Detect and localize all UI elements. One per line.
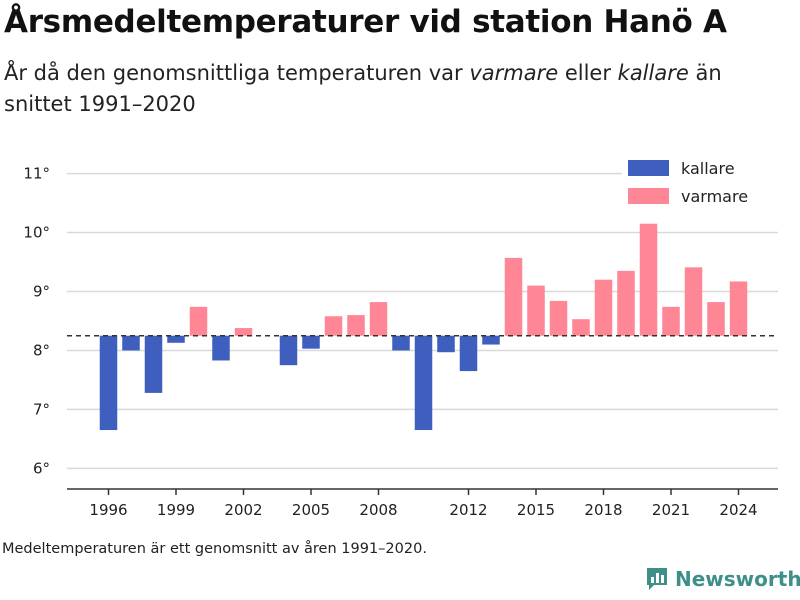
x-tick-label: 2021: [652, 501, 690, 519]
bar-2006: [324, 316, 343, 336]
chart-title: Årsmedeltemperaturer vid station Hanö A: [4, 4, 727, 40]
x-tick-label: 2012: [449, 501, 487, 519]
brand-logo[interactable]: Newsworthy: [645, 566, 800, 592]
subtitle-text-2: eller: [558, 61, 618, 85]
legend: kallare varmare: [622, 154, 778, 214]
y-tick-label: 11°: [23, 165, 50, 183]
bar-2009: [392, 335, 410, 351]
legend-swatch-kallare: [628, 160, 669, 176]
y-tick-label: 6°: [33, 459, 50, 477]
y-tick-label: 10°: [23, 224, 50, 242]
bar-1998: [144, 335, 163, 393]
x-tick-label: 2008: [359, 501, 397, 519]
bar-1997: [122, 335, 140, 351]
bar-2019: [617, 270, 635, 336]
bar-2000: [189, 306, 208, 336]
bar-2014: [504, 257, 523, 336]
y-tick-label: 9°: [33, 282, 50, 300]
y-tick-label: 7°: [33, 400, 50, 418]
bar-2016: [549, 300, 568, 336]
legend-label-kallare: kallare: [681, 159, 735, 178]
legend-label-varmare: varmare: [681, 187, 748, 206]
bar-1996: [99, 335, 118, 431]
bar-2010: [414, 335, 433, 431]
x-tick-label: 1999: [157, 501, 195, 519]
bar-2022: [684, 267, 703, 336]
bar-2011: [437, 335, 455, 353]
chart-subtitle: År då den genomsnittliga temperaturen va…: [4, 58, 784, 120]
x-axis-ticks: 1996 1999 2002 2005 2008 2012 2015 2018 2021 2024: [89, 489, 758, 519]
footnote: Medeltemperaturen är ett genomsnitt av å…: [2, 541, 427, 557]
bar-2001: [212, 335, 230, 361]
bar-2021: [662, 306, 680, 336]
bar-2005: [302, 335, 320, 349]
x-tick-label: 2018: [584, 501, 622, 519]
bar-2020: [639, 223, 658, 336]
y-tick-label: 8°: [33, 341, 50, 359]
bars: [99, 223, 748, 431]
x-tick-label: 2024: [719, 501, 757, 519]
bar-chart: 1996 1999 2002 2005 2008 2012 2015 2018 2021 2024…: [23, 154, 778, 519]
subtitle-text-3: än snittet 1991–2020: [4, 61, 722, 116]
brand-name: Newsworthy: [675, 567, 800, 591]
x-tick-label: 2005: [292, 501, 330, 519]
bar-2023: [707, 302, 725, 336]
bar-2012: [459, 335, 478, 372]
bar-2002: [234, 328, 253, 336]
bar-2017: [572, 319, 590, 336]
y-axis-ticks: 6° 7° 8° 9° 10° 11°: [23, 165, 50, 478]
bar-1999: [167, 335, 185, 343]
subtitle-colder: kallare: [617, 61, 689, 85]
x-tick-label: 2015: [517, 501, 555, 519]
subtitle-warmer: varmare: [469, 61, 559, 85]
bar-2018: [594, 279, 613, 336]
newsworthy-icon: [647, 568, 667, 590]
x-tick-label: 2002: [224, 501, 262, 519]
subtitle-text-1: År då den genomsnittliga temperaturen va…: [4, 61, 470, 85]
bar-2015: [527, 285, 545, 336]
bar-2007: [347, 315, 365, 336]
bar-2024: [729, 281, 748, 336]
bar-2004: [279, 335, 298, 366]
bar-2008: [369, 302, 388, 336]
legend-swatch-varmare: [628, 188, 669, 204]
bar-2013: [482, 335, 500, 345]
x-tick-label: 1996: [89, 501, 127, 519]
